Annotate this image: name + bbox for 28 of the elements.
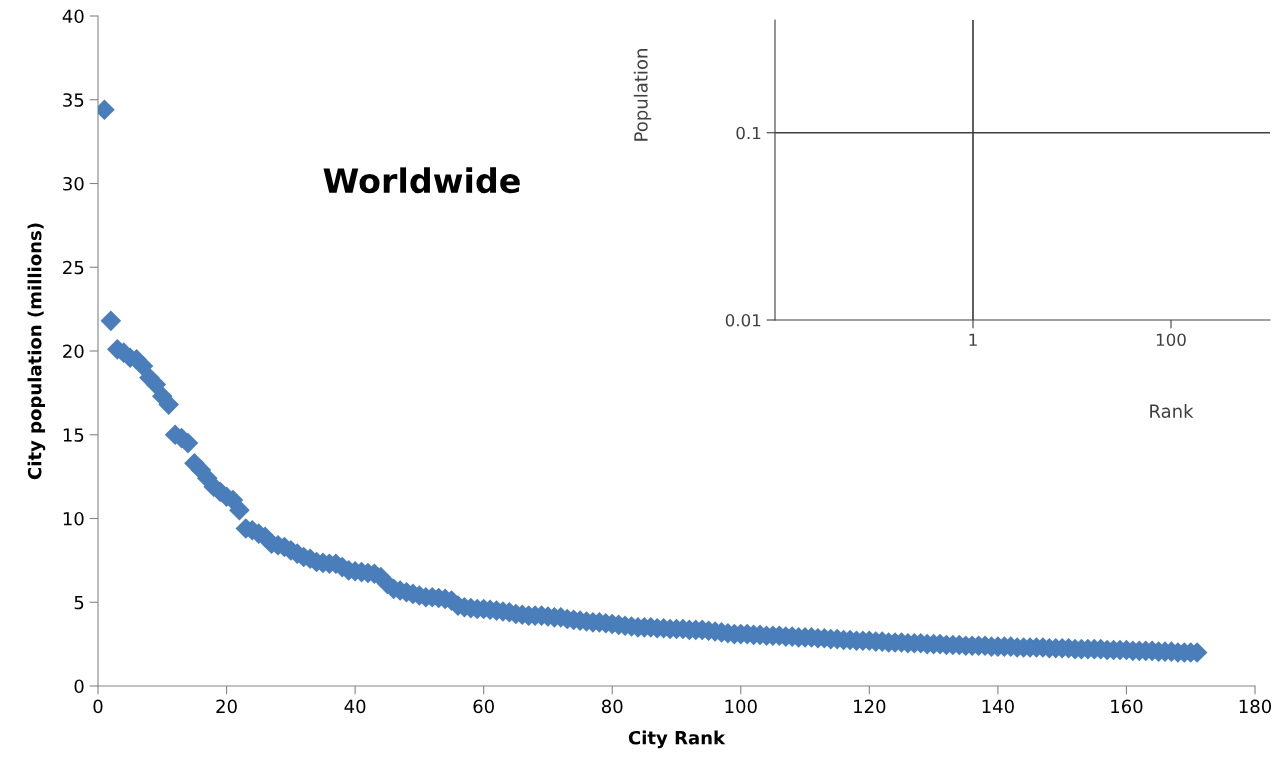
- x-tick-label: 60: [473, 699, 494, 714]
- x-tick-label: 100: [1156, 333, 1186, 347]
- y-tick-label: 0.1: [736, 126, 761, 140]
- x-tick-label: 120: [854, 699, 886, 714]
- x-tick-label: 160: [1111, 699, 1143, 714]
- x-axis-title: Rank: [1150, 404, 1194, 418]
- y-tick-label: 0: [74, 679, 84, 694]
- x-tick-label: 80: [601, 699, 623, 714]
- y-tick-label: 5: [74, 595, 84, 610]
- y-tick-label: 30: [63, 176, 84, 191]
- x-axis-title: City Rank: [628, 730, 726, 749]
- x-tick-label: 100: [725, 699, 757, 714]
- x-tick-label: 0: [93, 699, 103, 714]
- y-tick-label: 20: [63, 344, 84, 359]
- text: Worldwide: [323, 167, 520, 194]
- x-tick-label: 140: [982, 699, 1014, 714]
- x-tick-label: 1: [969, 333, 977, 346]
- y-tick-label: 40: [62, 9, 84, 24]
- x-tick-label: 20: [216, 699, 237, 714]
- y-axis-title: City population (millions): [27, 223, 46, 480]
- y-tick-label: 35: [63, 93, 84, 107]
- x-tick-label: 40: [344, 699, 366, 714]
- x-tick-label: 180: [1239, 699, 1272, 714]
- y-tick-label: 10: [63, 511, 84, 526]
- y-tick-label: 25: [63, 260, 84, 275]
- y-tick-label: 0.01: [725, 313, 761, 327]
- y-tick-label: 15: [63, 428, 84, 442]
- y-axis-title: Population: [633, 49, 652, 141]
